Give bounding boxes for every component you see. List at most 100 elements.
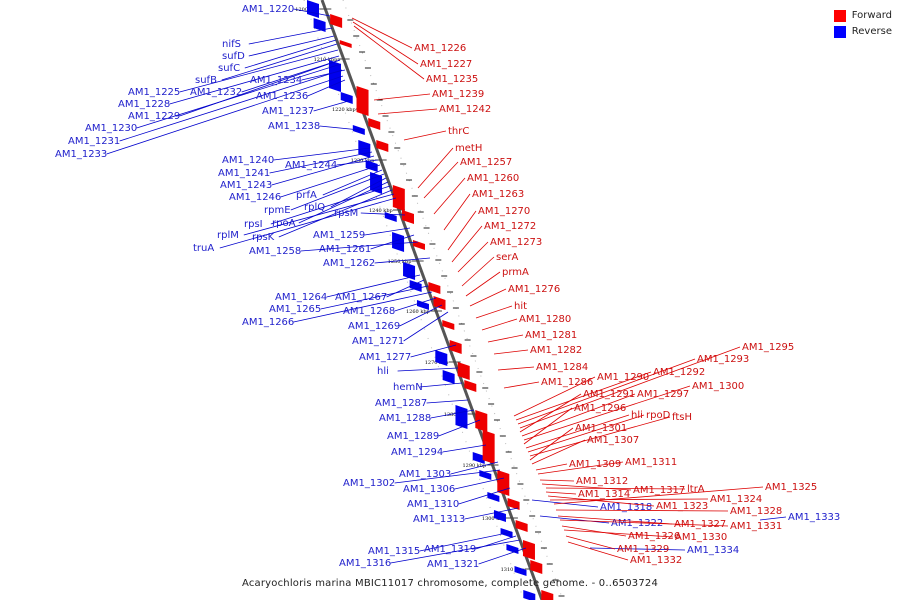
reverse-gene-label[interactable]: AM1_1287: [375, 398, 469, 409]
reverse-gene-label[interactable]: AM1_1225: [128, 49, 339, 98]
forward-gene-block[interactable]: [497, 470, 510, 496]
forward-gene-block[interactable]: [530, 560, 543, 574]
forward-gene-label[interactable]: AM1_1280: [481, 314, 571, 331]
forward-gene-label[interactable]: AM1_1242: [377, 104, 491, 115]
forward-gene-label[interactable]: AM1_1281: [487, 330, 577, 343]
forward-gene-block[interactable]: [457, 362, 470, 380]
forward-gene-label[interactable]: AM1_1291: [519, 389, 635, 433]
forward-gene-label[interactable]: AM1_1324: [549, 494, 762, 505]
forward-gene-block[interactable]: [541, 590, 554, 600]
reverse-gene-block[interactable]: [455, 405, 468, 429]
reverse-gene-label[interactable]: prfA: [296, 169, 383, 201]
reverse-gene-label[interactable]: AM1_1306: [403, 477, 505, 495]
reverse-gene-block[interactable]: [514, 566, 527, 576]
reverse-gene-block[interactable]: [328, 60, 341, 92]
reverse-gene-label[interactable]: AM1_1234: [250, 69, 346, 86]
forward-gene-label[interactable]: AM1_1312: [539, 476, 628, 487]
forward-gene-label[interactable]: AM1_1327: [557, 515, 726, 530]
forward-gene-label[interactable]: AM1_1317: [541, 483, 685, 496]
reverse-gene-label[interactable]: AM1_1269: [348, 304, 443, 332]
forward-gene-block[interactable]: [376, 140, 389, 152]
forward-gene-block[interactable]: [401, 210, 414, 224]
forward-gene-label[interactable]: AM1_1300: [523, 381, 744, 441]
reverse-gene-label[interactable]: AM1_1246: [229, 164, 381, 203]
forward-gene-label[interactable]: AM1_1309: [535, 459, 621, 471]
forward-gene-label[interactable]: ftsH: [529, 412, 692, 457]
forward-gene-block[interactable]: [428, 282, 441, 294]
reverse-gene-label[interactable]: AM1_1267: [335, 279, 425, 303]
reverse-gene-label[interactable]: AM1_1268: [343, 297, 437, 317]
reverse-gene-label[interactable]: AM1_1289: [387, 419, 481, 442]
reverse-gene-label[interactable]: AM1_1277: [359, 344, 457, 363]
forward-gene-label[interactable]: AM1_1257: [423, 157, 512, 199]
forward-gene-label[interactable]: AM1_1330: [563, 529, 727, 543]
forward-gene-label[interactable]: AM1_1328: [555, 506, 782, 517]
forward-gene-label[interactable]: AM1_1311: [537, 457, 677, 475]
forward-gene-label[interactable]: AM1_1331: [559, 519, 782, 532]
forward-gene-block[interactable]: [368, 118, 381, 130]
reverse-gene-label[interactable]: AM1_1259: [313, 227, 411, 241]
forward-gene-label[interactable]: AM1_1295: [519, 342, 794, 429]
forward-gene-label[interactable]: AM1_1332: [567, 541, 682, 566]
reverse-gene-label[interactable]: AM1_1319: [424, 535, 517, 555]
forward-gene-label[interactable]: AM1_1270: [447, 206, 530, 251]
forward-gene-block[interactable]: [522, 540, 535, 560]
reverse-gene-block[interactable]: [307, 0, 319, 18]
reverse-gene-label[interactable]: AM1_1303: [399, 461, 499, 480]
reverse-gene-label[interactable]: AM1_1220: [242, 4, 331, 17]
reverse-gene-block[interactable]: [442, 370, 455, 384]
reverse-gene-label[interactable]: AM1_1236: [256, 79, 346, 102]
reverse-gene-label[interactable]: AM1_1271: [352, 311, 449, 347]
reverse-gene-label[interactable]: hemN: [393, 382, 463, 393]
reverse-gene-label[interactable]: AM1_1264: [275, 274, 421, 303]
forward-gene-label[interactable]: AM1_1284: [497, 362, 588, 373]
reverse-gene-label[interactable]: AM1_1333: [759, 512, 840, 523]
forward-gene-block[interactable]: [507, 498, 520, 510]
forward-gene-label[interactable]: AM1_1323: [547, 495, 708, 512]
reverse-gene-label[interactable]: AM1_1232: [190, 59, 341, 98]
forward-gene-label[interactable]: AM1_1314: [545, 489, 630, 500]
reverse-gene-label[interactable]: rpsI: [244, 185, 391, 230]
reverse-gene-label[interactable]: sufD: [222, 35, 335, 62]
forward-gene-label[interactable]: AM1_1329: [565, 535, 669, 555]
reverse-gene-label[interactable]: AM1_1244: [285, 159, 379, 171]
reverse-gene-label[interactable]: AM1_1262: [323, 257, 431, 269]
forward-gene-label[interactable]: AM1_1226: [351, 17, 466, 54]
reverse-gene-label[interactable]: sufB: [195, 43, 338, 86]
forward-gene-label[interactable]: hit: [475, 301, 527, 319]
reverse-gene-label[interactable]: AM1_1261: [319, 234, 415, 255]
reverse-gene-label[interactable]: AM1_1229: [128, 59, 341, 122]
reverse-gene-label[interactable]: rpmE: [264, 173, 385, 216]
reverse-gene-block[interactable]: [403, 262, 416, 280]
forward-gene-label[interactable]: AM1_1272: [451, 221, 536, 263]
reverse-gene-label[interactable]: AM1_1322: [539, 515, 663, 529]
forward-gene-block[interactable]: [449, 340, 462, 354]
forward-gene-block[interactable]: [464, 380, 477, 392]
forward-gene-label[interactable]: ltrA: [545, 484, 705, 495]
reverse-gene-label[interactable]: AM1_1237: [262, 99, 353, 117]
forward-gene-label[interactable]: AM1_1239: [373, 89, 484, 101]
forward-gene-label[interactable]: AM1_1325: [553, 482, 817, 505]
forward-gene-label[interactable]: rpoD: [527, 410, 671, 453]
reverse-gene-label[interactable]: nifS: [222, 27, 333, 50]
forward-gene-label[interactable]: AM1_1276: [469, 284, 560, 307]
forward-gene-label[interactable]: thrC: [403, 126, 469, 141]
reverse-gene-label[interactable]: AM1_1228: [118, 55, 340, 110]
reverse-gene-label[interactable]: AM1_1318: [531, 499, 652, 513]
reverse-gene-block[interactable]: [493, 510, 506, 522]
reverse-gene-label[interactable]: AM1_1241: [218, 151, 373, 179]
reverse-gene-label[interactable]: rpsM: [334, 208, 406, 219]
reverse-gene-label[interactable]: AM1_1334: [589, 545, 739, 556]
reverse-gene-block[interactable]: [392, 232, 405, 252]
reverse-gene-label[interactable]: AM1_1265: [269, 285, 429, 315]
forward-gene-label[interactable]: AM1_1227: [352, 21, 472, 70]
forward-gene-label[interactable]: AM1_1235: [353, 25, 478, 85]
reverse-gene-label[interactable]: AM1_1294: [391, 444, 487, 458]
forward-gene-label[interactable]: AM1_1282: [493, 345, 582, 356]
forward-gene-block[interactable]: [442, 320, 455, 330]
forward-gene-block[interactable]: [475, 410, 488, 432]
reverse-gene-label[interactable]: rplM: [217, 193, 395, 241]
reverse-gene-block[interactable]: [435, 350, 448, 366]
forward-gene-label[interactable]: hli: [525, 410, 643, 449]
reverse-gene-label[interactable]: AM1_1258: [249, 241, 419, 257]
